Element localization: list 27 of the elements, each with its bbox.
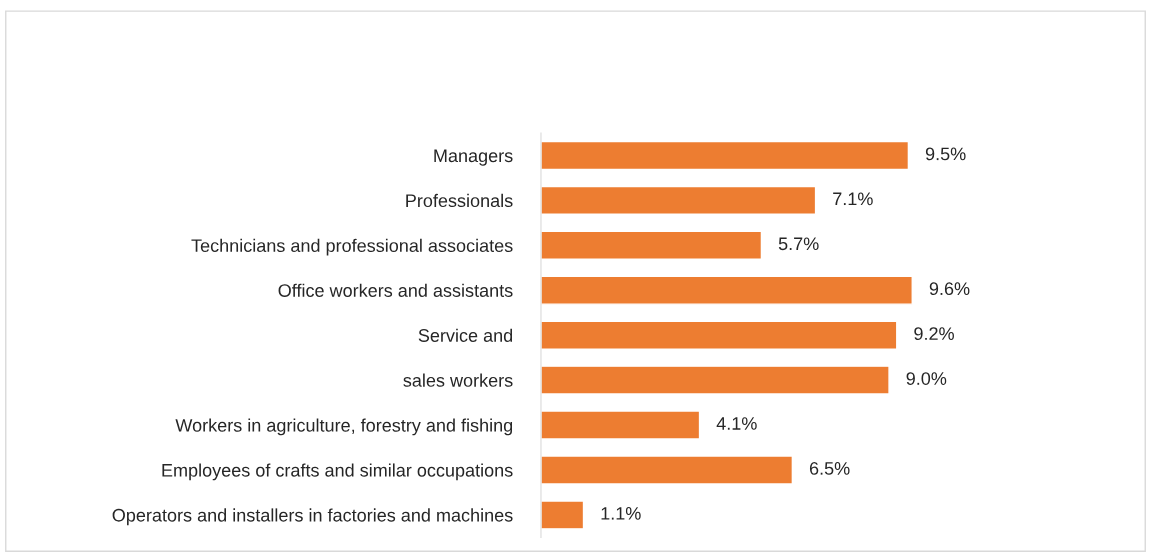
data-label: 9.0% [906, 372, 947, 385]
data-label: 9.2% [914, 327, 954, 341]
y-tick-label: Workers in agriculture, forestry and fishing [175, 418, 513, 436]
bar [540, 320, 898, 350]
y-tick-label: Service and [418, 328, 513, 342]
bar [540, 275, 913, 305]
data-label: 4.1% [716, 417, 757, 430]
data-label: 6.5% [809, 462, 850, 475]
bar [540, 230, 763, 260]
data-label: 9.6% [929, 282, 970, 296]
y-tick-label: Office workers and assistants [278, 283, 513, 297]
data-label: 5.7% [778, 237, 819, 251]
bar [540, 410, 701, 440]
y-tick-label: Operators and installers in factories and machines [112, 508, 513, 526]
data-label: 1.1% [601, 507, 641, 520]
bar [540, 500, 585, 530]
y-tick-label: sales workers [403, 373, 513, 387]
bar [540, 185, 817, 215]
y-tick-label: Employees of crafts and similar occupations [162, 463, 513, 481]
bar [540, 365, 890, 395]
y-tick-label: Professionals [406, 193, 513, 208]
data-label: 9.5% [925, 147, 966, 161]
bar [540, 140, 910, 171]
y-tick-label: Technicians and professional associates [191, 238, 513, 256]
y-tick-label: Managers [434, 149, 513, 166]
data-label: 7.1% [833, 192, 873, 206]
bar [540, 455, 794, 485]
